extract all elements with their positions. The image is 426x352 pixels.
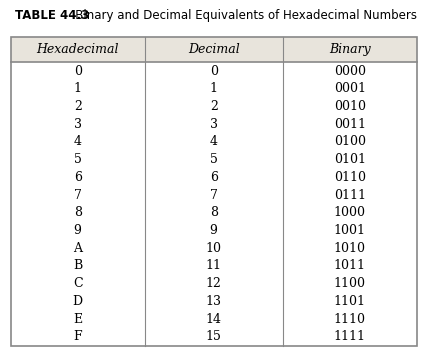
- Text: F: F: [73, 330, 82, 343]
- Text: 5: 5: [74, 153, 81, 166]
- Text: 2: 2: [210, 100, 218, 113]
- Text: 1: 1: [210, 82, 218, 95]
- Text: C: C: [73, 277, 83, 290]
- Text: 11: 11: [206, 259, 222, 272]
- Text: Binary: Binary: [329, 43, 371, 56]
- Text: 1000: 1000: [334, 206, 366, 219]
- Text: 1010: 1010: [334, 242, 366, 255]
- Text: 6: 6: [74, 171, 82, 184]
- Text: 4: 4: [210, 136, 218, 149]
- Text: 8: 8: [210, 206, 218, 219]
- Text: 9: 9: [74, 224, 81, 237]
- Text: 7: 7: [210, 189, 218, 202]
- Text: 0: 0: [210, 65, 218, 78]
- Text: 6: 6: [210, 171, 218, 184]
- Text: Binary and Decimal Equivalents of Hexadecimal Numbers: Binary and Decimal Equivalents of Hexade…: [64, 9, 417, 22]
- Text: 1101: 1101: [334, 295, 366, 308]
- Text: 0011: 0011: [334, 118, 366, 131]
- Text: 3: 3: [74, 118, 82, 131]
- Text: Hexadecimal: Hexadecimal: [36, 43, 119, 56]
- Text: A: A: [73, 242, 82, 255]
- Text: 0110: 0110: [334, 171, 366, 184]
- Text: 1001: 1001: [334, 224, 366, 237]
- Text: Decimal: Decimal: [188, 43, 239, 56]
- Text: 0101: 0101: [334, 153, 366, 166]
- Text: 1110: 1110: [334, 313, 366, 326]
- Text: 0100: 0100: [334, 136, 366, 149]
- Text: 7: 7: [74, 189, 81, 202]
- Text: 1111: 1111: [334, 330, 366, 343]
- Text: 8: 8: [74, 206, 82, 219]
- Text: TABLE 44.3: TABLE 44.3: [15, 9, 89, 22]
- Text: E: E: [73, 313, 82, 326]
- Text: 3: 3: [210, 118, 218, 131]
- Text: 10: 10: [206, 242, 222, 255]
- Text: 2: 2: [74, 100, 81, 113]
- Text: 0001: 0001: [334, 82, 366, 95]
- Text: 5: 5: [210, 153, 218, 166]
- Text: 1011: 1011: [334, 259, 366, 272]
- Text: 0111: 0111: [334, 189, 366, 202]
- Text: 12: 12: [206, 277, 222, 290]
- Text: 0: 0: [74, 65, 82, 78]
- Text: 0010: 0010: [334, 100, 366, 113]
- Text: 4: 4: [74, 136, 82, 149]
- Text: 9: 9: [210, 224, 218, 237]
- Text: D: D: [72, 295, 83, 308]
- Text: 15: 15: [206, 330, 222, 343]
- Text: 1100: 1100: [334, 277, 366, 290]
- Text: 0000: 0000: [334, 65, 366, 78]
- Text: 14: 14: [206, 313, 222, 326]
- Text: 1: 1: [74, 82, 82, 95]
- Text: B: B: [73, 259, 82, 272]
- Text: 13: 13: [206, 295, 222, 308]
